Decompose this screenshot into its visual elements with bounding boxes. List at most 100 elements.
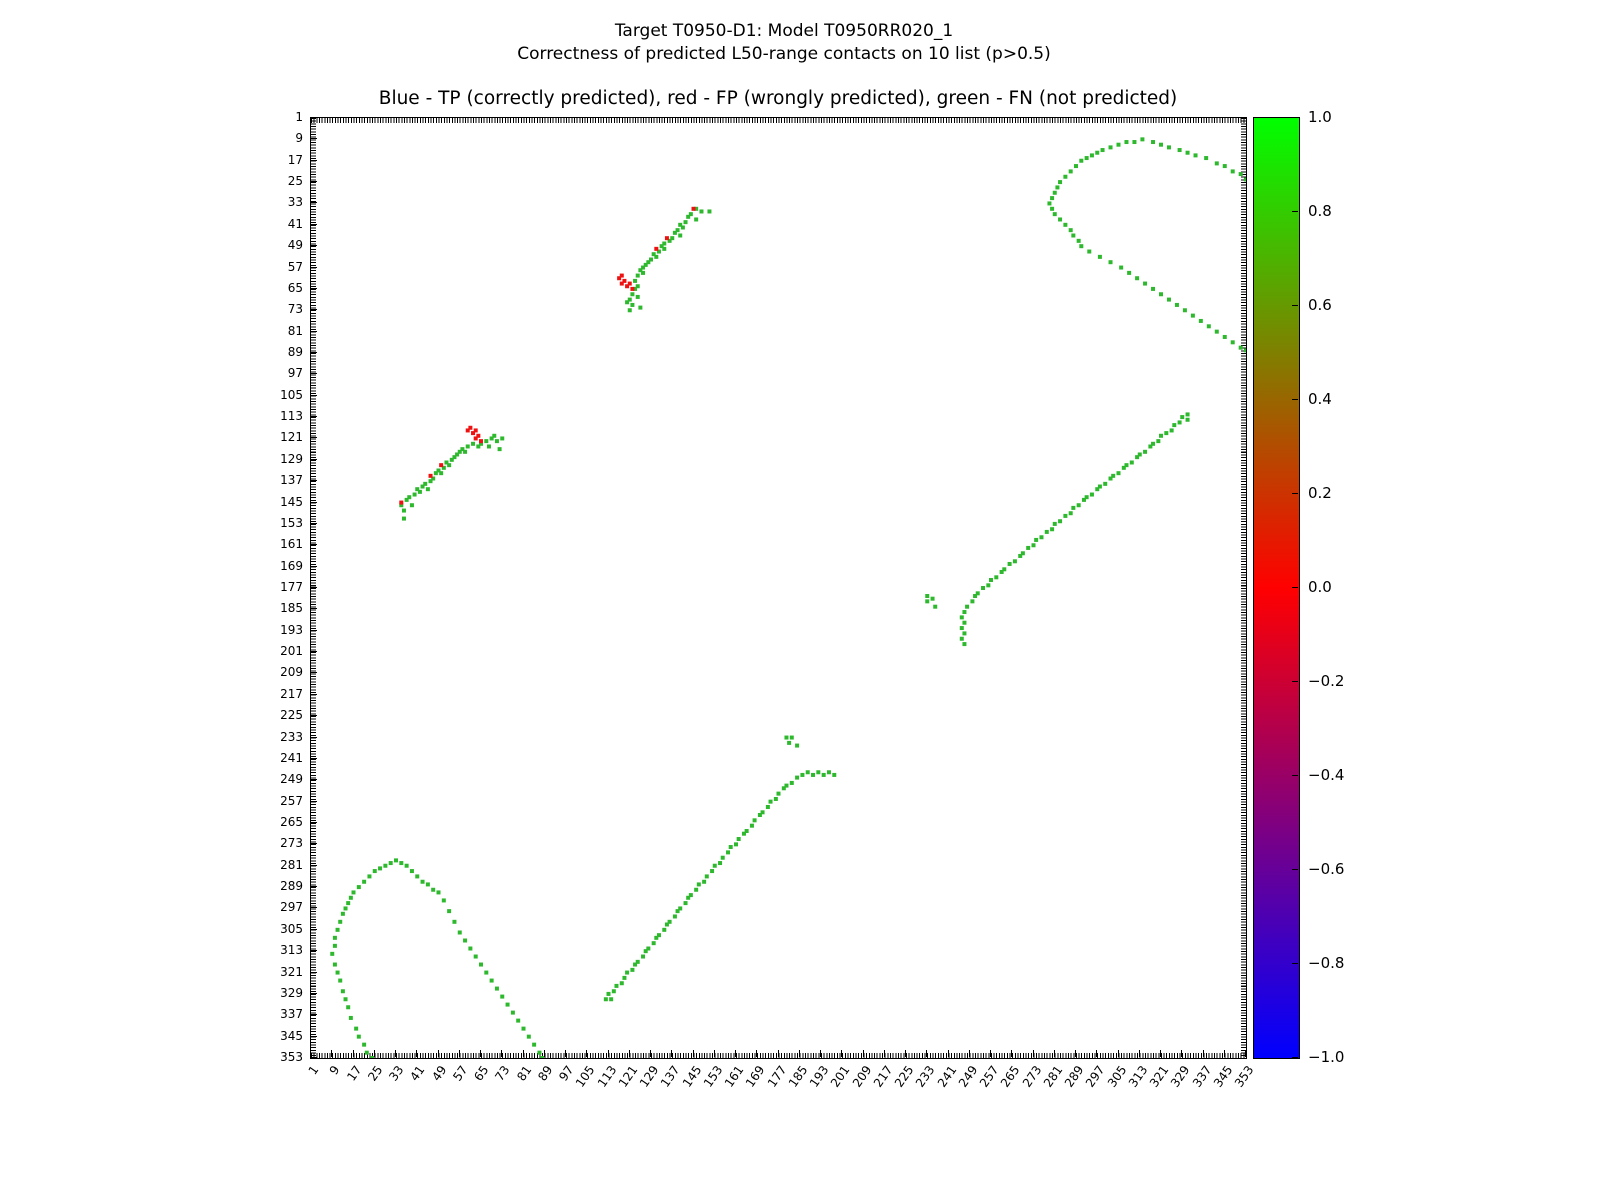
contact-marker — [449, 457, 454, 462]
contact-marker — [664, 236, 669, 241]
contact-marker — [1100, 148, 1105, 153]
x-axis-major-tick — [1202, 1050, 1204, 1057]
y-axis-tick-label: 193 — [280, 622, 303, 637]
contact-marker — [412, 492, 417, 497]
contact-marker — [1108, 476, 1113, 481]
contact-marker — [795, 775, 800, 780]
contact-marker — [765, 804, 770, 809]
contact-marker — [1079, 244, 1084, 249]
contact-marker — [332, 943, 337, 948]
y-axis-major-tick — [310, 1035, 317, 1037]
contact-marker — [425, 487, 430, 492]
contact-marker — [465, 428, 470, 433]
contact-marker — [1166, 145, 1171, 150]
contact-marker — [694, 887, 699, 892]
contact-marker — [409, 869, 414, 874]
y-axis-major-tick — [310, 800, 317, 802]
contact-marker — [699, 209, 704, 214]
contact-marker — [492, 433, 497, 438]
x-axis-major-tick — [968, 1050, 970, 1057]
x-axis-major-tick — [926, 1050, 928, 1057]
contact-marker — [1058, 180, 1063, 185]
y-axis-major-tick — [310, 992, 317, 994]
contact-marker — [654, 254, 659, 259]
y-axis-major-tick — [310, 928, 317, 930]
contact-marker — [441, 898, 446, 903]
contact-marker — [417, 489, 422, 494]
contact-marker — [962, 610, 967, 615]
contact-marker — [975, 591, 980, 596]
contact-marker — [1058, 519, 1063, 524]
contact-marker — [367, 874, 372, 879]
contact-marker — [497, 447, 502, 452]
y-axis-major-tick — [310, 886, 317, 888]
contact-marker — [343, 997, 348, 1002]
y-axis-major-tick — [310, 971, 317, 973]
contact-marker — [757, 812, 762, 817]
x-axis-major-tick — [1160, 1050, 1161, 1057]
x-axis-major-tick — [777, 1050, 779, 1057]
y-axis-tick-label: 177 — [280, 580, 303, 594]
y-axis-tick-label: 145 — [280, 494, 303, 509]
contact-marker — [468, 946, 473, 951]
y-axis-tick-label: 225 — [280, 708, 303, 723]
contact-marker — [805, 770, 810, 775]
x-axis-major-tick — [1011, 1050, 1013, 1057]
contact-marker — [332, 962, 337, 967]
colorbar-tick-label: −0.6 — [1308, 860, 1345, 878]
contact-marker — [1063, 222, 1068, 227]
contact-marker — [444, 460, 449, 465]
contact-marker — [473, 954, 478, 959]
contact-marker — [370, 1056, 375, 1058]
contact-marker — [611, 989, 616, 994]
contact-marker — [540, 1056, 545, 1058]
contact-marker — [1244, 177, 1246, 182]
contact-marker — [1034, 537, 1039, 542]
contact-marker — [643, 949, 648, 954]
contact-marker — [1230, 169, 1235, 174]
contact-marker — [683, 901, 688, 906]
contact-marker — [447, 463, 452, 468]
contact-marker — [1108, 145, 1113, 150]
contact-marker — [484, 439, 489, 444]
x-axis-major-tick — [565, 1050, 566, 1057]
contact-marker — [401, 516, 406, 521]
contact-marker — [335, 970, 340, 975]
contact-marker — [1071, 233, 1076, 238]
y-axis-major-tick — [310, 843, 317, 845]
x-axis-major-tick — [1075, 1050, 1076, 1057]
contact-marker — [1166, 297, 1171, 302]
y-axis-tick-label: 329 — [280, 985, 303, 1000]
contact-marker — [728, 845, 733, 850]
figure-title: Target T0950-D1: Model T0950RR020_1 Corr… — [0, 20, 1568, 66]
y-axis-major-tick — [310, 715, 317, 717]
contact-marker — [537, 1050, 542, 1055]
contact-marker — [415, 874, 420, 879]
contact-marker — [986, 583, 991, 588]
contact-marker — [388, 861, 393, 866]
contact-marker — [1097, 254, 1102, 259]
contact-marker — [338, 978, 343, 983]
contact-marker — [1159, 142, 1163, 147]
contact-marker — [1074, 164, 1078, 169]
contact-marker — [832, 772, 837, 777]
contact-marker — [1119, 265, 1124, 270]
contact-marker — [1143, 449, 1148, 454]
contact-marker — [630, 967, 635, 972]
contact-marker — [784, 735, 789, 740]
y-axis-tick-label: 257 — [280, 793, 303, 808]
y-axis-major-tick — [310, 117, 317, 118]
y-axis-tick-label: 297 — [280, 900, 303, 915]
colorbar-tick-label: −0.2 — [1308, 672, 1345, 690]
contact-marker — [471, 431, 476, 436]
contact-marker — [1097, 484, 1102, 489]
contact-marker — [641, 270, 646, 275]
x-axis-major-tick — [501, 1050, 503, 1057]
contact-marker — [1222, 334, 1227, 339]
contact-marker — [641, 954, 646, 959]
contact-marker — [1116, 471, 1121, 476]
y-axis-major-tick — [310, 202, 317, 204]
contact-marker — [744, 829, 749, 834]
colorbar-tick-label: 1.0 — [1308, 108, 1332, 126]
contact-marker — [734, 842, 738, 847]
